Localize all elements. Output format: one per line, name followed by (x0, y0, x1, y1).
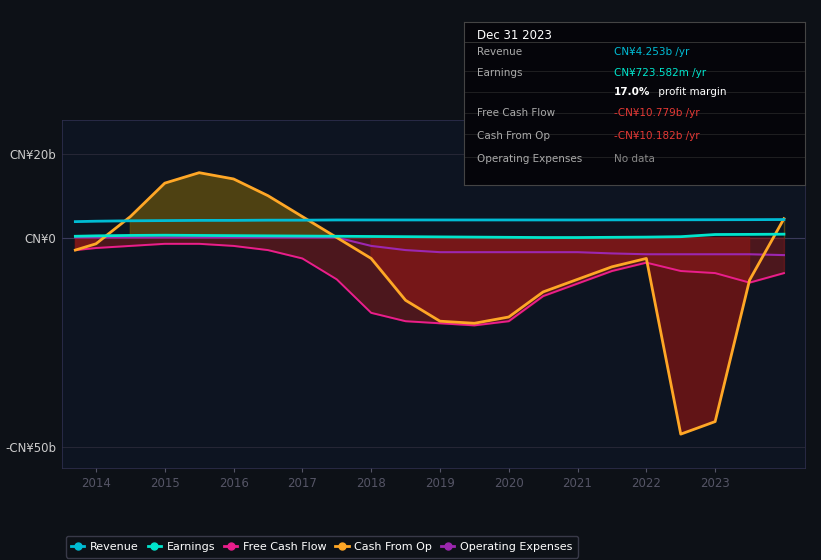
Legend: Revenue, Earnings, Free Cash Flow, Cash From Op, Operating Expenses: Revenue, Earnings, Free Cash Flow, Cash … (66, 535, 578, 558)
Text: -CN¥10.182b /yr: -CN¥10.182b /yr (614, 131, 699, 141)
Text: profit margin: profit margin (654, 87, 726, 97)
Text: Revenue: Revenue (478, 47, 523, 57)
Text: CN¥723.582m /yr: CN¥723.582m /yr (614, 68, 706, 78)
Text: No data: No data (614, 154, 654, 164)
Text: Earnings: Earnings (478, 68, 523, 78)
Text: Free Cash Flow: Free Cash Flow (478, 109, 556, 119)
Text: 17.0%: 17.0% (614, 87, 650, 97)
Text: Cash From Op: Cash From Op (478, 131, 551, 141)
Text: Operating Expenses: Operating Expenses (478, 154, 583, 164)
Text: Dec 31 2023: Dec 31 2023 (478, 29, 553, 42)
Text: -CN¥10.779b /yr: -CN¥10.779b /yr (614, 109, 699, 119)
Text: CN¥4.253b /yr: CN¥4.253b /yr (614, 47, 689, 57)
